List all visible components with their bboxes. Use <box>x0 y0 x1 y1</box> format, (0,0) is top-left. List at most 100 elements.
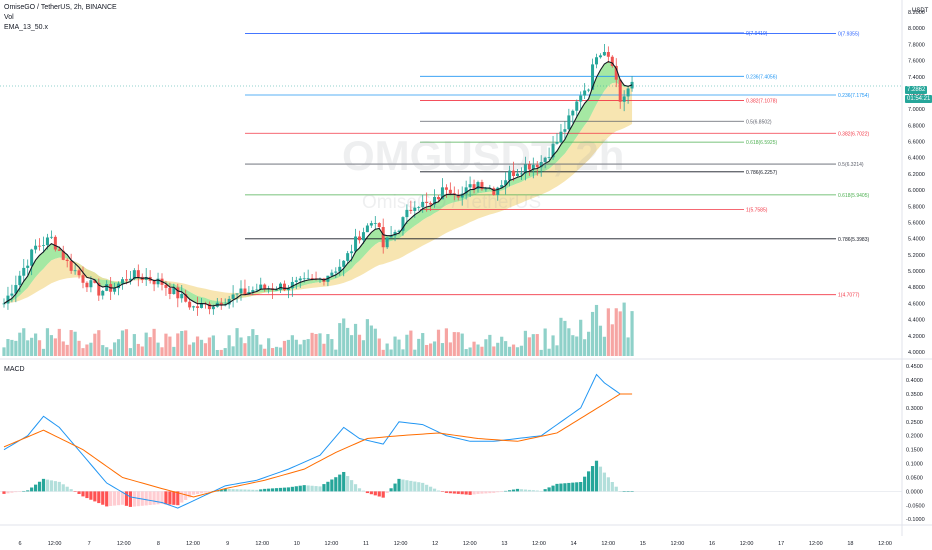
candle <box>397 230 401 232</box>
price-tick-label: 7.4000 <box>908 75 925 81</box>
macd-tick-label: 0.4000 <box>906 378 923 384</box>
time-tick-label: 12:00 <box>463 541 477 547</box>
volume-bar <box>330 339 334 356</box>
macd-histogram-bar <box>543 489 547 492</box>
macd-histogram-bar <box>251 489 255 492</box>
macd-histogram-bar <box>373 491 377 496</box>
macd-histogram-bar <box>65 486 69 492</box>
candle <box>330 272 334 276</box>
macd-histogram-bar <box>421 482 425 492</box>
vol-indicator-label[interactable]: Vol <box>4 14 14 21</box>
price-tick-label: 8.0000 <box>908 26 925 32</box>
volume-bar <box>622 302 626 356</box>
volume-bar <box>488 334 492 356</box>
candle <box>500 185 504 188</box>
candle <box>184 293 188 302</box>
watermark-symbol: OMGUSDT, 2h <box>342 132 625 179</box>
candle <box>342 260 346 267</box>
macd-histogram-bar <box>357 488 362 492</box>
price-tick-label: 4.0000 <box>908 350 925 356</box>
candle <box>547 157 551 159</box>
price-tick-label: 5.6000 <box>908 220 925 226</box>
price-tick-label: 6.4000 <box>908 156 925 162</box>
macd-histogram-bar <box>511 489 516 492</box>
volume-bar <box>89 342 93 356</box>
volume-bar <box>77 340 81 356</box>
macd-histogram-bar <box>231 489 235 492</box>
candle <box>144 276 148 280</box>
volume-bar <box>314 333 318 356</box>
time-tick-label: 9 <box>226 541 229 547</box>
macd-histogram-bar <box>606 477 610 492</box>
candle <box>172 287 176 294</box>
macd-histogram-bar <box>377 491 381 497</box>
macd-title[interactable]: MACD <box>4 366 25 373</box>
macd-tick-label: 0.2500 <box>906 420 923 426</box>
time-tick-label: 12:00 <box>325 541 339 547</box>
volume-bar <box>34 333 38 356</box>
macd-histogram-bar <box>219 489 223 492</box>
volume-bar <box>480 346 484 356</box>
candle <box>85 282 89 288</box>
volume-bar <box>579 319 583 356</box>
volume-bar <box>128 348 132 356</box>
candle <box>10 293 14 296</box>
last-price-tag: 7.2862 <box>905 86 928 94</box>
candle <box>543 157 547 163</box>
ema-indicator-label[interactable]: EMA_13_50.x <box>4 24 48 31</box>
candle <box>527 164 531 170</box>
time-tick-label: 16 <box>709 541 715 547</box>
candle <box>200 303 203 308</box>
volume-bar <box>81 348 85 356</box>
volume-bar <box>2 347 6 356</box>
candle <box>464 187 468 194</box>
macd-histogram-bar <box>555 483 559 492</box>
candle <box>45 237 49 246</box>
time-tick-label: 12:00 <box>255 541 269 547</box>
watermark-name: OmiseGO / TetherUS <box>362 192 542 213</box>
macd-histogram-bar <box>385 491 389 493</box>
volume-bar <box>334 349 338 356</box>
macd-histogram-bar <box>468 491 472 495</box>
macd-histogram-bar <box>579 482 583 492</box>
macd-histogram-bar <box>144 491 148 506</box>
macd-histogram-bar <box>188 491 192 498</box>
candle <box>38 245 42 247</box>
volume-bar <box>614 308 618 356</box>
macd-histogram-bar <box>575 482 579 492</box>
macd-histogram-bar <box>361 490 366 492</box>
macd-histogram-bar <box>531 490 535 492</box>
macd-tick-label: -0.0500 <box>906 503 925 509</box>
candle <box>535 164 539 168</box>
volume-bar <box>429 343 433 356</box>
volume-bar <box>255 335 259 356</box>
macd-histogram-bar <box>432 488 437 492</box>
volume-bar <box>318 333 322 356</box>
macd-histogram-bar <box>346 476 350 492</box>
volume-bar <box>290 335 294 356</box>
volume-bar <box>452 332 456 356</box>
candle <box>555 142 559 144</box>
volume-bar <box>116 339 121 356</box>
fib-level-label: 1(5.7585) <box>746 208 768 214</box>
volume-bar <box>144 332 148 356</box>
macd-histogram-bar <box>199 491 204 494</box>
candle <box>282 283 286 291</box>
volume-bar <box>350 335 354 356</box>
volume-bar <box>575 336 579 356</box>
volume-bar <box>41 348 46 356</box>
macd-histogram-bar <box>369 491 373 495</box>
volume-bar <box>271 348 275 356</box>
volume-bar <box>259 344 263 356</box>
candle <box>377 223 381 228</box>
candle <box>310 278 314 279</box>
time-tick-label: 12:00 <box>740 541 754 547</box>
volume-bar <box>342 318 346 356</box>
macd-histogram-bar <box>401 479 405 492</box>
macd-histogram-bar <box>278 487 283 492</box>
macd-histogram-bar <box>409 480 413 492</box>
candle <box>440 187 444 200</box>
time-tick-label: 12:00 <box>601 541 615 547</box>
volume-bar <box>57 328 61 356</box>
